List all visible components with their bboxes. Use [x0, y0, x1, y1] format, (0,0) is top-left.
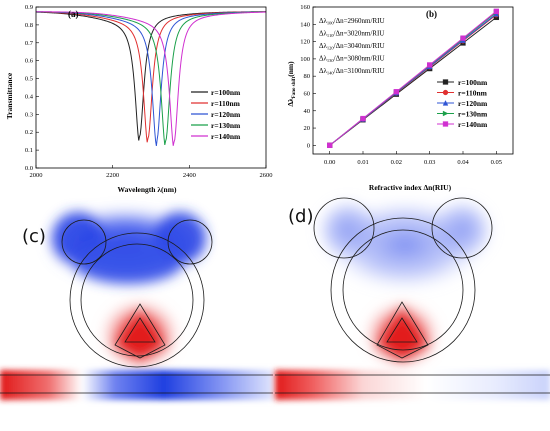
sensitivity-annotation: Δλ110/Δn=3020nm/RIU [319, 30, 384, 39]
transmittance-y-tick-label: 0.2 [25, 129, 33, 136]
shift-data-point [393, 89, 399, 95]
shift-data-point [493, 8, 499, 14]
sensitivity-annotation: Δλ140/Δn=3100nm/RIU [319, 67, 385, 76]
transmittance-y-tick-label: 0.7 [25, 40, 34, 47]
shift-y-tick-label: 100 [300, 56, 310, 63]
shift-y-axis-title: ΔλFano shift(nm) [286, 61, 297, 107]
transmittance-y-axis-title: Transmittance [5, 72, 14, 119]
shift-y-tick-label: 160 [300, 4, 310, 11]
field-map-c: (c) [0, 200, 273, 431]
field-map-d: (d) [275, 197, 550, 431]
shift-series-group [326, 8, 500, 149]
field-map-d-structure-outline [275, 197, 550, 394]
transmittance-series-group [35, 11, 267, 146]
transmittance-legend-label: r=100nm [211, 88, 241, 97]
shift-legend-label: r=110nm [458, 89, 488, 98]
sensitivity-annotation: Δλ120/Δn=3040nm/RIU [319, 42, 385, 51]
shift-legend-marker [442, 79, 449, 85]
transmittance-x-tick-label: 2200 [106, 172, 119, 179]
shift-y-tick-label: 0 [307, 142, 310, 149]
shift-legend-marker [442, 110, 449, 117]
transmittance-y-tick-label: 0.9 [25, 4, 33, 11]
transmittance-y-tick-label: 0.4 [25, 93, 34, 100]
shift-data-point [360, 115, 366, 122]
shift-x-tick-label: 0.05 [491, 159, 502, 166]
shift-chart: 0 20 40 60 80 100 120 140 160 0.00 0.01 0.02 0.03 0.0… [286, 4, 514, 192]
transmittance-x-tick-label: 2600 [260, 172, 273, 179]
field-map-d-blue-lobe [316, 198, 494, 291]
transmittance-legend-label: r=120nm [211, 110, 241, 119]
field-map-d-red-lobe [364, 301, 440, 369]
shift-y-tick-label: 80 [304, 73, 311, 80]
panel-label-a: (a) [68, 9, 79, 19]
shift-legend-label: r=140nm [458, 120, 488, 129]
shift-x-tick-label: 0.01 [357, 159, 368, 166]
field-map-c-waveguide-field [0, 370, 273, 400]
shift-frame [312, 6, 514, 155]
shift-legend-label: r=130nm [458, 110, 488, 119]
shift-x-tick-label: 0.04 [457, 159, 469, 166]
field-map-d-label: (d) [288, 206, 313, 227]
shift-x-tick-label: 0.00 [324, 159, 335, 166]
shift-x-axis-title: Refractive index Δn(RIU) [369, 183, 452, 192]
shift-legend-label: r=120nm [458, 99, 488, 108]
transmittance-y-tick-label: 0.1 [25, 147, 33, 154]
transmittance-chart: 0.0 0.1 0.2 0.3 0.4 0.5 0.6 0.7 0.8 0.9 2000 2200 24… [5, 4, 273, 194]
shift-data-point [427, 62, 433, 68]
transmittance-x-tick-label: 2000 [30, 172, 43, 179]
transmittance-legend: r=100nm r=110nm r=120nm r=130nm r=140nm [191, 88, 241, 141]
shift-y-tick-label: 60 [304, 90, 311, 97]
field-map-c-red-lobe [100, 299, 180, 371]
shift-y-tick-label: 140 [300, 21, 310, 28]
shift-series-line [329, 10, 497, 146]
transmittance-legend-label: r=110nm [211, 99, 241, 108]
transmittance-frame [35, 6, 267, 169]
transmittance-series-line [35, 11, 267, 146]
transmittance-axes: 0.0 0.1 0.2 0.3 0.4 0.5 0.6 0.7 0.8 0.9 2000 2200 24… [25, 4, 273, 179]
shift-legend-label: r=100nm [458, 78, 488, 87]
transmittance-legend-label: r=140nm [211, 132, 241, 141]
sensitivity-annotation: Δλ100/Δn=2960nm/RIU [319, 17, 385, 26]
transmittance-x-tick-label: 2400 [183, 172, 196, 179]
shift-y-tick-label: 40 [304, 108, 311, 115]
shift-legend-marker [442, 121, 449, 127]
transmittance-x-axis-title: Wavelength λ(nm) [118, 185, 177, 194]
field-map-c-structure-outline [0, 219, 273, 394]
panel-label-b: (b) [426, 9, 437, 19]
transmittance-y-tick-label: 0.0 [25, 165, 33, 172]
transmittance-y-tick-label: 0.8 [25, 22, 33, 29]
field-map-c-label: (c) [22, 226, 46, 247]
sensitivity-annotation: Δλ130/Δn=3080nm/RIU [319, 55, 385, 64]
shift-x-tick-label: 0.02 [391, 159, 402, 166]
transmittance-y-tick-label: 0.6 [25, 58, 34, 65]
shift-data-point [460, 35, 466, 41]
transmittance-y-tick-label: 0.3 [25, 111, 33, 118]
shift-legend-marker [442, 89, 449, 96]
sensitivity-annotations: Δλ100/Δn=2960nm/RIU Δλ110/Δn=3020nm/RIU Δλ… [319, 17, 385, 76]
shift-y-tick-label: 20 [304, 125, 311, 132]
field-map-d-waveguide-field [275, 370, 550, 400]
shift-legend-marker [442, 100, 449, 106]
shift-data-point [327, 142, 333, 149]
shift-x-tick-label: 0.03 [424, 159, 435, 166]
shift-axes: 0 20 40 60 80 100 120 140 160 0.00 0.01 0.02 0.03 0.0… [300, 4, 514, 166]
transmittance-y-tick-label: 0.5 [25, 76, 33, 83]
transmittance-legend-label: r=130nm [211, 121, 241, 130]
shift-y-tick-label: 120 [300, 39, 310, 46]
